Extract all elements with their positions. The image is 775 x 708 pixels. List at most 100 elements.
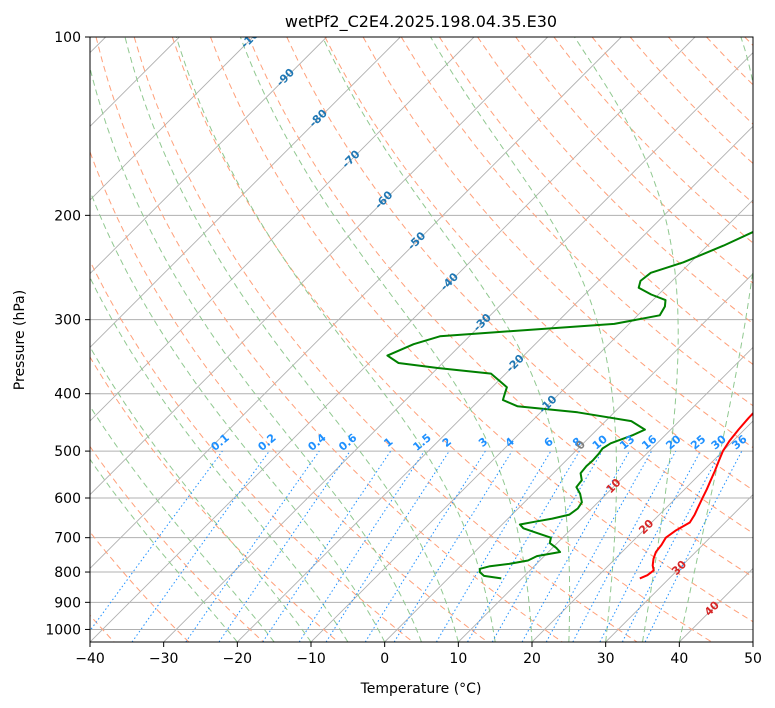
isotherm-label: -10	[536, 392, 559, 415]
mixing-ratio-label: 30	[709, 432, 729, 452]
isotherm-line	[679, 567, 753, 642]
isotherm-line	[90, 37, 401, 348]
y-tick-label: 1000	[45, 622, 81, 638]
dry-adiabat-line	[553, 37, 753, 244]
mixing-ratio-line	[435, 450, 552, 642]
dry-adiabat-line	[90, 150, 489, 642]
mixing-ratio-line	[90, 450, 223, 632]
x-axis: −40 −30 −20 −10 0 10 20 30 40 50	[75, 642, 762, 667]
y-tick-label: 700	[54, 531, 81, 547]
moist-adiabat-line	[239, 37, 533, 642]
isotherm-line	[384, 273, 753, 642]
isotherm-line	[531, 420, 753, 642]
chart-title: wetPf2_C2E4.2025.198.04.35.E30	[285, 12, 557, 32]
dry-adiabat-line	[438, 37, 753, 366]
isotherm-label: -80	[307, 106, 330, 129]
mixing-ratio-label: 0.6	[336, 431, 360, 454]
y-tick-label: 100	[54, 30, 81, 46]
moist-adiabat-line	[90, 345, 312, 642]
moist-adiabat-line	[322, 37, 571, 642]
isotherm-label: -70	[339, 147, 362, 170]
dry-adiabat-line	[477, 37, 753, 325]
y-axis: 100 200 300 400 500 600 700 800 900 1000	[45, 30, 90, 638]
x-axis-label: Temperature (°C)	[360, 681, 482, 697]
isotherm-line	[90, 37, 622, 569]
mixing-ratio-label: 0.1	[209, 431, 232, 453]
moist-adiabat-line	[574, 37, 679, 642]
moist-adiabat-line	[90, 65, 422, 642]
mixing-ratio-line	[364, 450, 486, 642]
y-tick-label: 800	[54, 565, 81, 581]
mixing-ratio-label: 36	[730, 432, 750, 452]
mixing-ratio-line	[572, 450, 677, 642]
moist-adiabat-line	[175, 37, 496, 642]
isotherm-label: 40	[702, 598, 722, 618]
x-tick-label: 20	[523, 651, 541, 667]
plot-frame	[89, 36, 754, 643]
x-tick-label: −20	[223, 651, 253, 667]
dry-adiabat-line	[324, 37, 753, 491]
dry-adiabat-line	[744, 37, 753, 47]
mixing-ratio-label: 20	[664, 432, 684, 452]
mixing-ratio-line	[262, 450, 392, 642]
moist-adiabat-line	[90, 276, 349, 642]
moist-adiabat-line	[430, 37, 617, 642]
isotherm-label: 20	[636, 517, 656, 537]
dry-adiabat-line	[90, 531, 190, 642]
y-tick-label: 500	[54, 444, 81, 460]
dry-adiabat-line	[362, 37, 753, 449]
dry-adiabat-line	[171, 37, 713, 642]
isotherm-line	[752, 641, 753, 642]
mixing-ratio-line	[467, 450, 580, 642]
mixing-ratio-label: 3	[476, 435, 490, 450]
isotherm-label: -40	[438, 270, 461, 293]
mixing-ratio-label: 0.2	[255, 431, 278, 453]
dry-adiabat-line	[668, 37, 753, 125]
temperature-line	[639, 411, 753, 580]
mixing-ratio-line	[185, 450, 320, 642]
dewpoint-line	[386, 230, 753, 580]
y-tick-label: 600	[54, 491, 81, 507]
mixing-ratio-line	[325, 450, 450, 642]
isotherm-line	[90, 37, 254, 201]
y-axis-label: Pressure (hPa)	[12, 290, 28, 390]
y-tick-label: 200	[54, 208, 81, 224]
moist-adiabat-line	[90, 189, 386, 642]
mixing-ratio-line	[218, 450, 351, 642]
x-tick-label: 30	[597, 651, 615, 667]
isotherm-label: 30	[669, 558, 689, 578]
isotherm-line	[605, 494, 753, 642]
isotherm-label: -30	[471, 311, 494, 334]
isotherm-line	[310, 199, 753, 642]
x-tick-label: 50	[744, 651, 762, 667]
dry-adiabat-line	[90, 356, 339, 642]
mixing-ratio-line	[393, 450, 513, 642]
isotherm-line	[90, 37, 696, 642]
isotherm-line	[163, 52, 753, 642]
x-tick-label: −40	[75, 651, 105, 667]
mixing-ratio-label: 1	[381, 435, 395, 450]
isotherm-line	[237, 125, 753, 642]
isotherm-line	[90, 37, 548, 496]
mixing-ratio-line	[521, 450, 630, 642]
mixing-ratio-line	[131, 450, 270, 642]
line-labels: 0.1 0.2 0.4 0.6 1 1.5 2 3 4 6 8 10 13 16 20 25 30 36-100-…	[209, 37, 750, 619]
isotherm-label: -90	[274, 66, 297, 89]
x-tick-label: 0	[380, 651, 389, 667]
mixing-ratio-label: 25	[688, 433, 708, 453]
dry-adiabat-line	[90, 259, 414, 642]
y-tick-label: 400	[54, 387, 81, 403]
moist-adiabat-line	[678, 37, 753, 642]
mixing-ratio-line	[644, 450, 743, 642]
dry-adiabat-line	[400, 37, 753, 407]
dry-adiabat-line	[286, 37, 753, 534]
mixing-ratio-line	[298, 450, 425, 642]
moist-adiabat-line	[124, 37, 459, 642]
x-tick-label: −30	[149, 651, 179, 667]
dry-adiabat-line	[706, 37, 753, 86]
dry-adiabat-line	[248, 37, 753, 578]
dry-adiabat-line	[133, 37, 638, 642]
profile-lines	[386, 230, 753, 580]
isotherm-label: 10	[604, 476, 624, 496]
